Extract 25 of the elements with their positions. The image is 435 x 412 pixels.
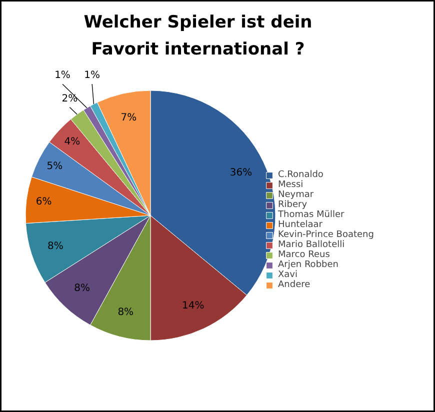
data-label: 1% (54, 70, 70, 82)
legend-label: Ribery (278, 200, 308, 210)
data-label: 8% (118, 306, 134, 318)
data-label: 7% (120, 112, 137, 124)
legend-label: C.Ronaldo (278, 170, 324, 180)
legend-label: Marco Reus (278, 250, 330, 260)
data-label: 1% (84, 70, 100, 81)
legend-label: Andere (278, 280, 310, 290)
data-label: 6% (36, 196, 52, 208)
legend-label: Xavi (278, 270, 298, 280)
legend-label: Mario Ballotelli (278, 240, 345, 250)
legend-label: Thomas Müller (278, 210, 344, 220)
legend-label: Huntelaar (278, 220, 322, 230)
data-label: 4% (64, 136, 80, 148)
data-label: 36% (230, 167, 252, 178)
legend-label: Arjen Robben (278, 260, 338, 270)
legend-label: Kevin-Prince Boateng (278, 230, 374, 240)
legend-label: Neymar (278, 190, 314, 200)
data-label: 5% (46, 161, 63, 172)
data-label: 14% (182, 300, 204, 312)
chart-title: Welcher Spieler ist dein Favorit international ? (84, 12, 312, 60)
legend-label: Messi (278, 180, 304, 190)
data-label: 8% (47, 240, 64, 252)
data-label: 2% (62, 93, 78, 104)
data-label: 8% (74, 282, 90, 294)
